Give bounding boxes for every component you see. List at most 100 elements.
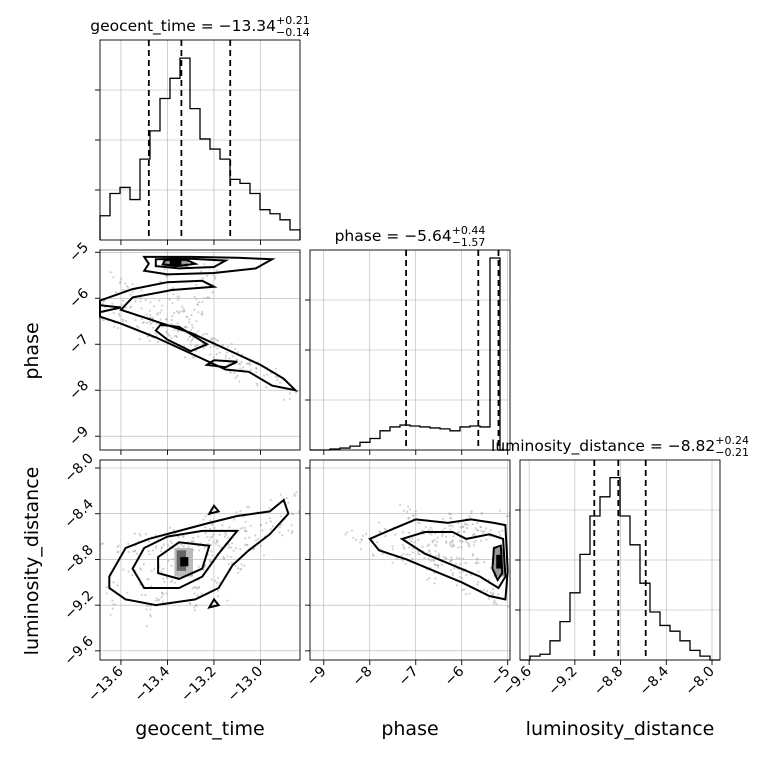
- x-tick-label: −9: [304, 664, 330, 690]
- sample-point: [441, 517, 444, 520]
- contour-line: [157, 541, 211, 580]
- sample-point: [235, 511, 238, 514]
- sample-point: [158, 299, 161, 302]
- sample-point: [177, 298, 180, 301]
- sample-point: [204, 515, 207, 518]
- sample-point: [196, 594, 199, 597]
- sample-point: [116, 551, 119, 554]
- sample-point: [184, 325, 187, 329]
- sample-point: [248, 362, 251, 365]
- sample-point: [291, 530, 294, 533]
- sample-point: [234, 564, 237, 568]
- sample-point: [245, 530, 248, 533]
- sample-point: [410, 540, 413, 543]
- sample-point: [218, 533, 221, 536]
- sample-point: [346, 531, 349, 534]
- x-tick-label: −8: [350, 664, 376, 690]
- sample-point: [414, 513, 417, 516]
- ylabel-phase: phase: [21, 322, 43, 379]
- sample-point: [197, 535, 200, 538]
- sample-point: [193, 308, 196, 311]
- sample-point: [464, 561, 467, 565]
- sample-point: [241, 526, 244, 529]
- sample-point: [215, 581, 218, 585]
- sample-point: [230, 342, 233, 345]
- sample-point: [155, 597, 158, 600]
- sample-point: [466, 523, 469, 526]
- sample-point: [489, 529, 492, 532]
- sample-point: [212, 345, 216, 348]
- sample-point: [391, 545, 394, 548]
- sample-point: [427, 557, 430, 560]
- sample-point: [457, 522, 460, 525]
- scatter-geocent-time-vs-phase-panel: −9 −8 −7 −6 −5: [66, 240, 301, 455]
- scatter-geocent-time-vs-luminosity-distance-panel: −13.6 −13.4 −13.2 −13.0 −9.6 −9.2 −8.8 −8.4 −8.0: [61, 450, 301, 705]
- sample-point: [195, 587, 198, 590]
- sample-point: [211, 535, 214, 539]
- sample-point: [290, 512, 293, 515]
- sample-point: [124, 306, 127, 309]
- sample-point: [483, 530, 486, 533]
- sample-point: [244, 537, 247, 540]
- sample-point: [434, 550, 437, 553]
- sample-point: [189, 343, 192, 346]
- sample-point: [472, 544, 476, 547]
- sample-point: [209, 519, 212, 522]
- sample-point: [232, 549, 235, 552]
- title-sub: −0.21: [715, 446, 749, 459]
- sample-point: [218, 581, 221, 584]
- sample-point: [474, 527, 477, 530]
- sample-point: [195, 604, 198, 607]
- sample-point: [255, 371, 258, 374]
- sample-point: [191, 356, 194, 359]
- sample-point: [201, 300, 204, 303]
- sample-point: [416, 552, 419, 556]
- sample-point: [181, 305, 184, 308]
- sample-point: [148, 320, 151, 323]
- sample-point: [449, 543, 452, 547]
- sample-point: [470, 511, 473, 515]
- sample-point: [468, 592, 471, 595]
- sample-point: [121, 299, 124, 302]
- sample-point: [224, 531, 227, 535]
- sample-point: [202, 568, 205, 572]
- sample-point: [476, 529, 479, 532]
- sample-point: [167, 544, 170, 547]
- sample-point: [193, 586, 196, 589]
- sample-point: [147, 578, 150, 581]
- title-sup: +0.44: [452, 224, 486, 237]
- sample-point: [458, 539, 461, 542]
- sample-point: [497, 593, 500, 596]
- sample-point: [292, 513, 295, 516]
- sample-point: [228, 357, 231, 360]
- sample-point: [441, 534, 444, 538]
- sample-point: [179, 543, 182, 546]
- sample-point: [212, 540, 215, 544]
- sample-point: [449, 528, 452, 531]
- sample-point: [160, 570, 163, 573]
- sample-point: [206, 296, 209, 299]
- sample-point: [162, 567, 165, 571]
- sample-point: [171, 579, 174, 583]
- sample-point: [235, 547, 238, 550]
- sample-point: [144, 298, 147, 301]
- sample-point: [138, 337, 141, 341]
- sample-point: [433, 582, 436, 585]
- sample-point: [197, 311, 200, 314]
- sample-point: [237, 362, 240, 365]
- sample-point: [129, 293, 132, 296]
- sample-point: [399, 503, 402, 506]
- sample-point: [149, 313, 152, 317]
- sample-point: [203, 297, 206, 300]
- sample-point: [197, 330, 200, 333]
- sample-point: [125, 285, 128, 288]
- x-tick-label: −8.0: [682, 664, 717, 699]
- sample-point: [248, 506, 251, 509]
- sample-point: [402, 553, 405, 556]
- sample-point: [239, 547, 242, 551]
- sample-point: [246, 543, 249, 547]
- sample-point: [194, 344, 197, 347]
- sample-point: [216, 576, 220, 580]
- sample-point: [451, 574, 454, 577]
- sample-point: [211, 523, 214, 526]
